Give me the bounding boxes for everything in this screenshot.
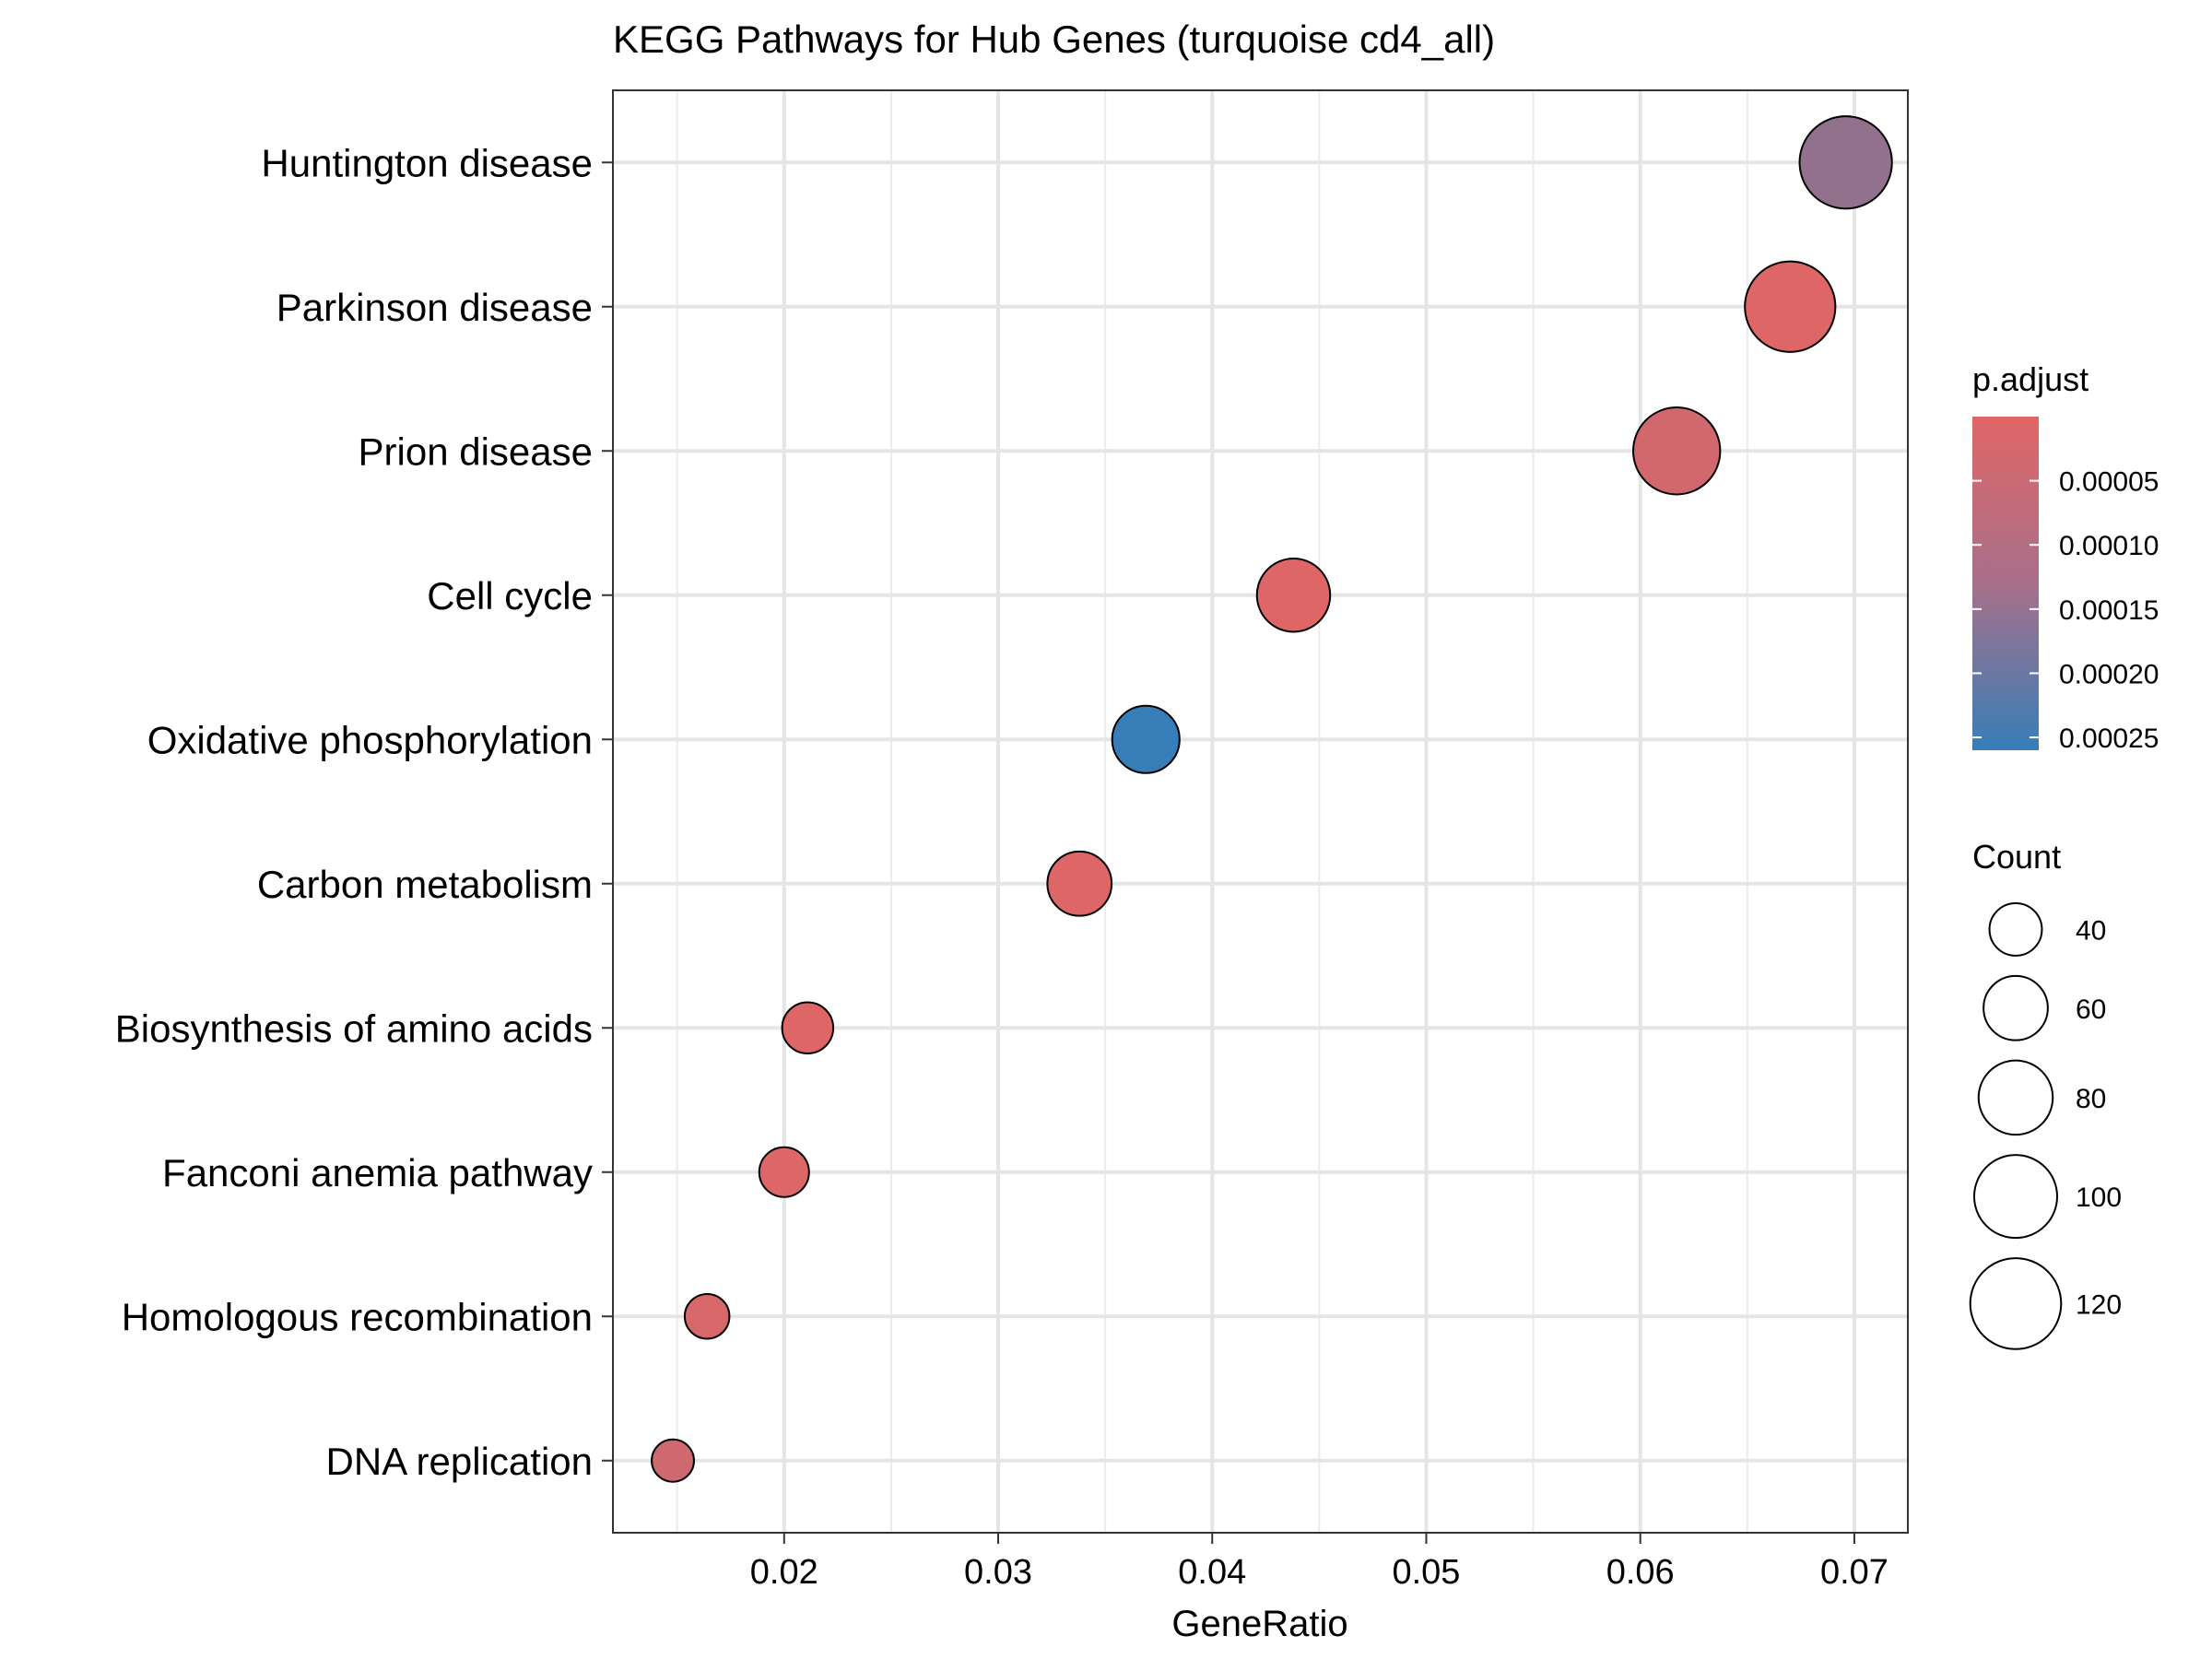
size-legend-keys: 40 60 80 100 120 [1969, 902, 2122, 1350]
data-point [1046, 850, 1113, 917]
y-tick-label: Homologous recombination [122, 1295, 593, 1338]
size-legend-label: 80 [2076, 1084, 2106, 1114]
color-legend-label: 0.00020 [2059, 659, 2159, 689]
color-legend-label: 0.00010 [2059, 531, 2159, 561]
color-legend-title: p.adjust [1972, 360, 2088, 398]
size-legend-key [1983, 974, 2049, 1041]
data-point [683, 1293, 731, 1340]
color-legend-label: 0.00015 [2059, 595, 2159, 626]
data-point [1798, 115, 1893, 210]
y-tick-label: Prion disease [359, 429, 593, 473]
x-tick-label: 0.05 [1392, 1553, 1460, 1592]
size-legend: Count 40 60 80 100 120 [1969, 838, 2122, 1350]
x-tick-label: 0.04 [1178, 1553, 1246, 1592]
data-point [781, 1001, 835, 1054]
x-tick-label: 0.03 [964, 1553, 1032, 1592]
plot-border [612, 89, 1909, 1534]
x-axis-title: GeneRatio [1171, 1604, 1347, 1644]
data-point [1744, 260, 1837, 353]
y-tick-label: Cell cycle [427, 574, 593, 618]
size-legend-label: 60 [2076, 994, 2106, 1025]
x-tick-label: 0.06 [1606, 1553, 1675, 1592]
data-point [651, 1438, 695, 1483]
y-tick-label: Huntington disease [261, 141, 593, 184]
y-tick-label: Fanconi anemia pathway [162, 1151, 593, 1194]
y-tick-label: Parkinson disease [276, 286, 593, 329]
major-gridlines [613, 90, 1908, 1533]
x-axis: 0.02 0.03 0.04 0.05 0.06 0.07 [750, 1533, 1888, 1592]
plot-panel [613, 90, 1908, 1533]
size-legend-key [1988, 902, 2043, 957]
data-points [651, 115, 1893, 1483]
minor-gridlines [676, 90, 1748, 1533]
size-legend-label: 120 [2076, 1289, 2122, 1320]
data-point [1255, 558, 1332, 633]
y-axis: Huntington disease Parkinson disease Prion… [115, 141, 613, 1483]
size-legend-key [1969, 1257, 2063, 1350]
size-legend-label: 40 [2076, 915, 2106, 946]
y-tick-label: DNA replication [326, 1440, 593, 1483]
data-point [1111, 704, 1181, 774]
chart-title: KEGG Pathways for Hub Genes (turquoise c… [613, 18, 1495, 61]
size-legend-title: Count [1972, 838, 2061, 876]
data-point [758, 1146, 810, 1198]
y-tick-label: Biosynthesis of amino acids [115, 1006, 593, 1050]
size-legend-label: 100 [2076, 1182, 2122, 1213]
size-legend-key [1973, 1154, 2058, 1240]
x-tick-label: 0.07 [1820, 1553, 1888, 1592]
data-point [1631, 406, 1722, 496]
color-legend-label: 0.00005 [2059, 467, 2159, 498]
x-tick-label: 0.02 [750, 1553, 818, 1592]
y-tick-label: Oxidative phosphorylation [147, 718, 593, 761]
y-tick-label: Carbon metabolism [257, 863, 593, 906]
color-legend-ticks: 0.00005 0.00010 0.00015 0.00020 0.00025 [1972, 467, 2159, 754]
color-legend: p.adjust 0.000050.000100.000150.000200.0… [1972, 360, 2159, 754]
color-bar [1972, 417, 2039, 750]
size-legend-key [1977, 1059, 2054, 1136]
color-legend-label: 0.00025 [2059, 724, 2159, 754]
